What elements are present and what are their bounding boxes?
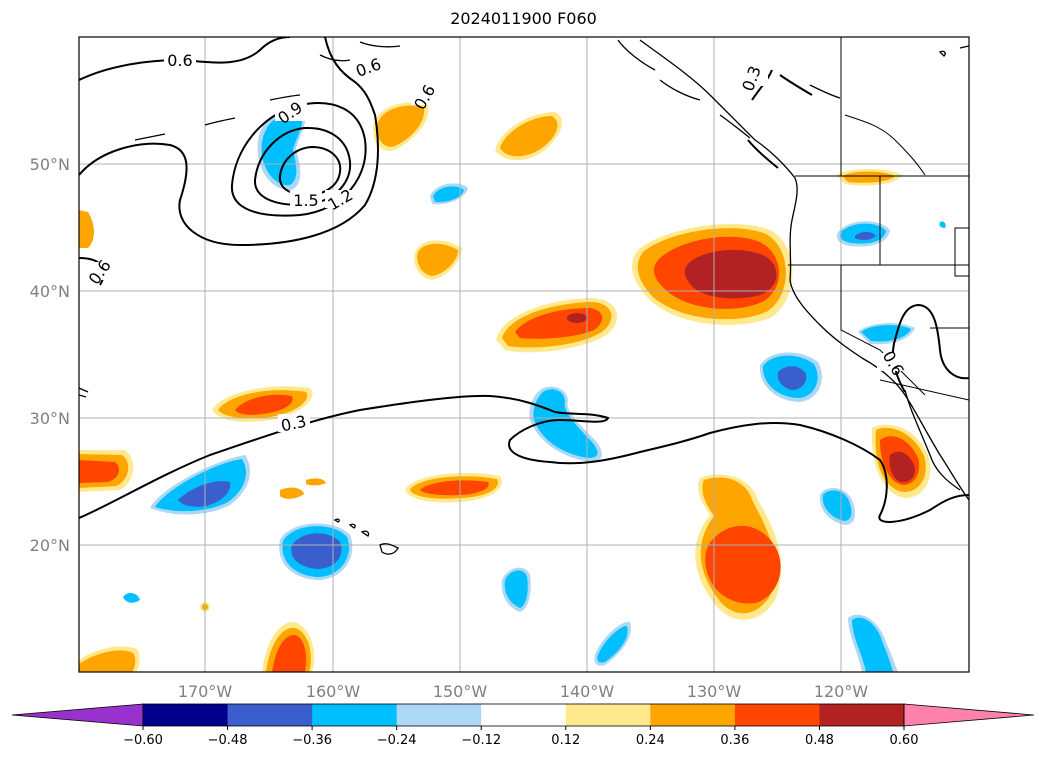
lat-tick-label: 20°N xyxy=(30,536,70,555)
map-panel: 0.6 0.9 1.2 1.5 0.6 0.6 0.6 0.3 0.6 0.3 xyxy=(79,37,969,672)
colorbar-tick-label: 0.60 xyxy=(890,733,919,748)
lon-tick-label: 120°W xyxy=(814,682,869,701)
lon-tick-label: 140°W xyxy=(560,682,615,701)
contour-label: 0.6 xyxy=(167,51,192,70)
warm-anomaly-tiny xyxy=(280,487,304,499)
colorbar-tick-label: −0.12 xyxy=(461,733,501,748)
warm-anomaly-west-edge-north xyxy=(79,210,94,248)
lon-tick-label: 130°W xyxy=(687,682,742,701)
latitude-labels: 20°N 30°N 40°N 50°N xyxy=(30,155,70,555)
colorbar-segment xyxy=(734,704,820,726)
lat-tick-label: 40°N xyxy=(30,282,70,301)
map-title: 2024011900 F060 xyxy=(450,9,597,28)
colorbar-tick-label: 0.24 xyxy=(636,733,665,748)
colorbar-segment xyxy=(565,704,651,726)
colorbar-segment xyxy=(819,704,905,726)
coastlines xyxy=(79,39,969,555)
gridlines xyxy=(79,37,969,672)
colorbar-segment xyxy=(481,704,567,726)
colorbar-tick-label: −0.60 xyxy=(123,733,163,748)
contour-label: 1.5 xyxy=(293,191,318,210)
lon-tick-label: 150°W xyxy=(433,682,488,701)
colorbar-extend-high xyxy=(903,703,1035,727)
colorbar-tick-label: −0.36 xyxy=(292,733,332,748)
warm-anomaly-west-coast xyxy=(632,223,793,325)
colorbar-outline xyxy=(142,703,905,727)
shaded-anomaly-fields xyxy=(79,102,946,672)
colorbar-segment xyxy=(143,704,229,726)
colorbar-tick-label: 0.48 xyxy=(805,733,834,748)
colorbar-segment xyxy=(227,704,313,726)
colorbar-segment xyxy=(312,704,398,726)
contour-lines xyxy=(79,37,969,523)
colorbar-segment xyxy=(396,704,482,726)
longitude-labels: 170°W 160°W 150°W 140°W 130°W 120°W xyxy=(178,682,869,701)
map-frame xyxy=(78,36,970,673)
colorbar-tick-label: 0.12 xyxy=(551,733,580,748)
lon-tick-label: 160°W xyxy=(306,682,361,701)
contour-label: 0.3 xyxy=(279,412,308,436)
colorbar: −0.60 −0.48 −0.36 −0.24 −0.12 0.12 0.24 0.36 0.4… xyxy=(11,703,1035,748)
colorbar-tick-label: −0.48 xyxy=(208,733,248,748)
colorbar-segment xyxy=(650,704,736,726)
colorbar-extend-low xyxy=(11,703,144,727)
lon-tick-label: 170°W xyxy=(178,682,233,701)
lat-tick-label: 50°N xyxy=(30,155,70,174)
lat-tick-label: 30°N xyxy=(30,409,70,428)
colorbar-tick-label: −0.24 xyxy=(377,733,417,748)
colorbar-tick-label: 0.36 xyxy=(720,733,749,748)
